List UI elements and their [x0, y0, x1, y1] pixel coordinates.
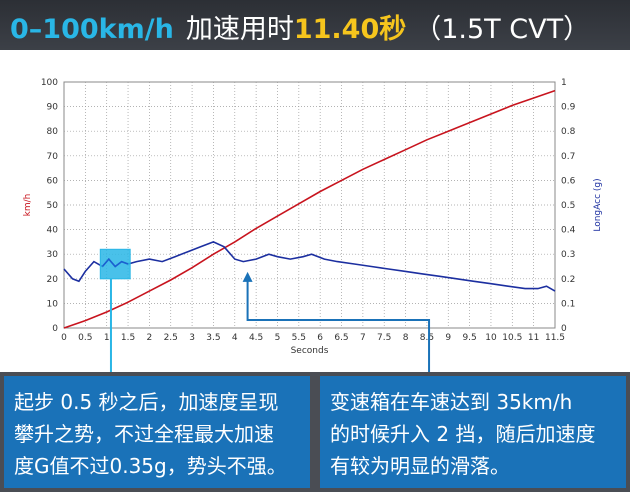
- accel-time-value: 11.40秒: [293, 14, 407, 45]
- annotation-right: 变速箱在车速达到 35km/h 的时候升入 2 挡，随后加速度 有较为明显的滑落…: [316, 372, 630, 492]
- y-left-tick-label: 40: [47, 226, 59, 236]
- x-tick-label: 1.5: [121, 333, 135, 343]
- y-right-tick-label: 0.4: [561, 226, 576, 236]
- y-left-tick-label: 10: [47, 299, 59, 309]
- y-left-tick-label: 30: [47, 250, 59, 260]
- chart-panel: 0 0.5 1 1.5 2 2.5 3 3.5 4 4.5 5 5.5 6 6.5 7 7.5 8 8.5 9 9.5…: [0, 50, 630, 372]
- x-tick-label: 5: [275, 333, 281, 343]
- powertrain-spec: （1.5T CVT）: [414, 14, 591, 45]
- x-tick-label: 6.5: [334, 333, 348, 343]
- y-right-tick-label: 0.8: [561, 127, 576, 137]
- y-right-tick-label: 1: [561, 78, 567, 88]
- speed-line: [63, 89, 556, 329]
- y-right-tick-label: 0.3: [561, 250, 575, 260]
- header-bar: 0–100km/h 加速用时 11.40秒 （1.5T CVT）: [0, 0, 630, 50]
- x-tick-label: 4: [232, 333, 238, 343]
- x-tick-label: 10.5: [502, 333, 522, 343]
- title-text: 加速用时: [185, 14, 294, 45]
- x-tick-label: 3: [189, 333, 195, 343]
- annotation-left: 起步 0.5 秒之后，加速度呈现 攀升之势，不过全程最大加速 度G值不过0.35…: [0, 372, 314, 492]
- x-tick-label: 10: [485, 333, 497, 343]
- x-tick-label: 9.5: [462, 333, 476, 343]
- x-tick-label: 9: [445, 333, 451, 343]
- highlight-box: [99, 248, 131, 280]
- y-left-tick-label: 20: [47, 275, 59, 285]
- y-left-tick-label: 60: [47, 176, 59, 186]
- y-right-tick-label: 0.5: [561, 201, 575, 211]
- x-tick-label: 2.5: [164, 333, 178, 343]
- x-tick-label: 11: [528, 333, 539, 343]
- y-left-tick-label: 0: [52, 324, 58, 334]
- x-tick-label: 4.5: [249, 333, 263, 343]
- y-left-tick-label: 80: [47, 127, 59, 137]
- callout-arrow: [242, 271, 253, 282]
- y-left-tick-label: 70: [47, 152, 59, 162]
- x-tick-label: 0: [61, 333, 67, 343]
- x-tick-label: 7: [360, 333, 366, 343]
- x-tick-label: 0.5: [78, 333, 92, 343]
- y-right-tick-label: 0: [561, 324, 567, 334]
- x-tick-label: 2: [147, 333, 153, 343]
- acceleration-chart: 0 0.5 1 1.5 2 2.5 3 3.5 4 4.5 5 5.5 6 6.5 7 7.5 8 8.5 9 9.5…: [23, 78, 603, 372]
- x-tick-label: 6: [317, 333, 323, 343]
- y-left-tick-label: 100: [41, 78, 58, 88]
- y-left-tick-label: 50: [47, 201, 59, 211]
- y-left-axis-label: km/h: [23, 194, 33, 217]
- y-right-tick-label: 0.2: [561, 275, 575, 285]
- highlight-accel-line: [101, 257, 129, 268]
- x-axis-label: Seconds: [291, 346, 329, 356]
- accel-range-label: 0–100km/h: [10, 14, 174, 45]
- y-right-tick-label: 0.6: [561, 176, 576, 186]
- x-tick-label: 1: [104, 333, 110, 343]
- y-right-axis-label: LongAcc (g): [593, 178, 603, 231]
- x-tick-label: 8.5: [420, 333, 434, 343]
- x-tick-label: 11.5: [545, 333, 565, 343]
- y-right-tick-label: 0.9: [561, 103, 576, 113]
- x-tick-label: 5.5: [292, 333, 306, 343]
- x-tick-label: 3.5: [206, 333, 220, 343]
- x-tick-label: 8: [403, 333, 409, 343]
- x-tick-label: 7.5: [377, 333, 391, 343]
- y-right-tick-label: 0.1: [561, 299, 575, 309]
- y-left-tick-label: 90: [47, 103, 59, 113]
- page-title: 0–100km/h 加速用时 11.40秒 （1.5T CVT）: [10, 7, 591, 45]
- callout-line-right: [246, 279, 431, 372]
- y-right-tick-label: 0.7: [561, 152, 575, 162]
